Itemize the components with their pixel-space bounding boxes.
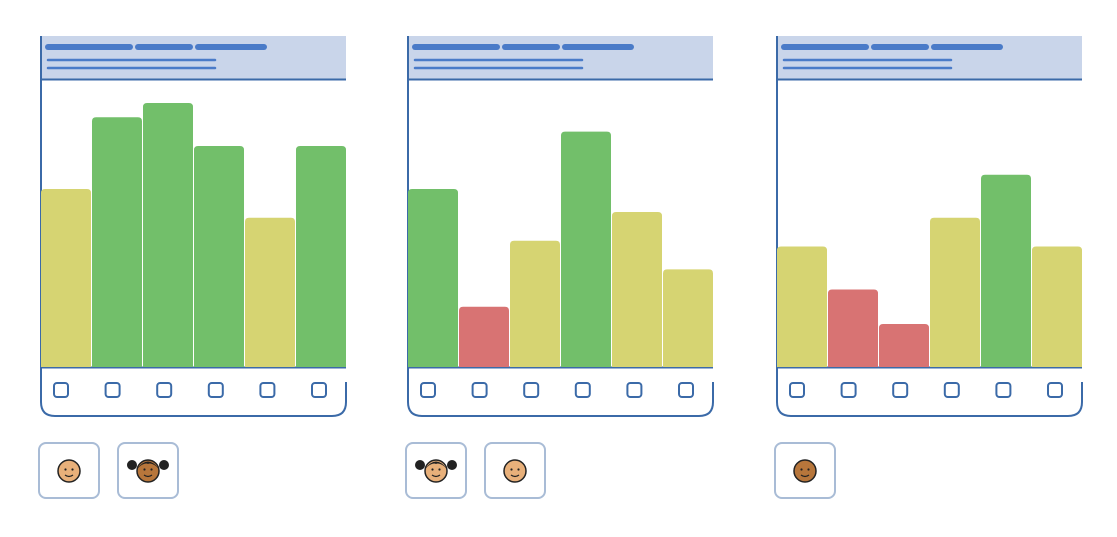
- panel-frame: [776, 36, 1083, 417]
- header-band: [407, 36, 713, 79]
- eye-right: [71, 468, 74, 471]
- bar-chart: [40, 80, 348, 404]
- bar-3: [510, 240, 560, 367]
- bar-chart-svg: [408, 131, 713, 367]
- bar-6: [296, 146, 346, 367]
- bar-2: [828, 289, 878, 367]
- panel-outline: [40, 36, 347, 417]
- avatar-card: [117, 442, 179, 499]
- bar-4: [561, 131, 611, 367]
- x-tick-marker: [1047, 382, 1063, 398]
- bar-4: [930, 217, 980, 367]
- bar-chart-svg: [41, 102, 346, 367]
- eye-left: [800, 468, 803, 471]
- bar-5: [245, 217, 295, 367]
- panel-outline: [407, 36, 714, 417]
- bar-1: [777, 246, 827, 367]
- hair-bun-left: [127, 460, 137, 470]
- hair-bun-left: [415, 460, 425, 470]
- hair-bun-right: [447, 460, 457, 470]
- x-tick-marker: [471, 382, 488, 398]
- face: [136, 459, 160, 483]
- eye-right: [517, 468, 520, 471]
- panel-2: [407, 36, 715, 417]
- x-tick-marker: [259, 382, 276, 398]
- panel-outline: [776, 36, 1083, 417]
- avatar-card: [405, 442, 467, 499]
- eye-left: [431, 468, 434, 471]
- eye-right: [150, 468, 153, 471]
- x-tick-marker: [523, 382, 540, 398]
- mouth: [143, 474, 153, 478]
- header-band: [776, 36, 1082, 79]
- mouth: [64, 474, 74, 478]
- panel-3: [776, 36, 1084, 417]
- bar-1: [41, 189, 91, 367]
- x-tick-marker: [789, 382, 805, 398]
- bar-2: [459, 306, 509, 367]
- face: [793, 459, 817, 483]
- bar-6: [663, 269, 713, 367]
- eye-left: [510, 468, 513, 471]
- bar-3: [879, 323, 929, 367]
- x-tick-marker: [943, 382, 960, 398]
- avatar-card: [38, 442, 100, 499]
- mouth: [800, 474, 810, 478]
- avatar-card: [774, 442, 836, 499]
- panel-frame: [40, 36, 347, 417]
- bar-chart: [407, 80, 715, 404]
- bar-4: [194, 146, 244, 367]
- face: [57, 459, 81, 483]
- bar-5: [981, 174, 1031, 367]
- panel-1: [40, 36, 348, 417]
- hair: [137, 461, 159, 469]
- x-tick-marker: [626, 382, 643, 398]
- hair-bun-right: [159, 460, 169, 470]
- x-tick-marker: [311, 382, 327, 398]
- eye-right: [807, 468, 810, 471]
- girl-face-icon: [127, 459, 169, 483]
- bar-6: [1032, 246, 1082, 367]
- avatar-card: [484, 442, 546, 499]
- header-band: [40, 36, 346, 79]
- x-tick-marker: [678, 382, 694, 398]
- boy-face-icon: [793, 459, 817, 483]
- girl-face-icon: [415, 459, 457, 483]
- x-tick-marker: [574, 382, 591, 398]
- x-tick-marker: [840, 382, 857, 398]
- bar-chart-svg: [777, 174, 1082, 367]
- bar-1: [408, 189, 458, 367]
- boy-face-icon: [57, 459, 81, 483]
- x-tick-marker: [53, 382, 69, 398]
- eye-left: [143, 468, 146, 471]
- x-tick-marker: [207, 382, 224, 398]
- bar-5: [612, 212, 662, 367]
- panel-frame: [407, 36, 714, 417]
- eye-left: [64, 468, 67, 471]
- x-tick-marker: [104, 382, 121, 398]
- face: [503, 459, 527, 483]
- mouth: [431, 474, 441, 478]
- face: [424, 459, 448, 483]
- bar-3: [143, 102, 193, 367]
- mouth: [510, 474, 520, 478]
- x-tick-marker: [156, 382, 173, 398]
- x-tick-marker: [892, 382, 909, 398]
- bar-2: [92, 117, 142, 367]
- x-tick-marker: [995, 382, 1012, 398]
- eye-right: [438, 468, 441, 471]
- hair: [425, 461, 447, 469]
- bar-chart: [776, 80, 1084, 404]
- x-tick-marker: [420, 382, 436, 398]
- boy-face-icon: [503, 459, 527, 483]
